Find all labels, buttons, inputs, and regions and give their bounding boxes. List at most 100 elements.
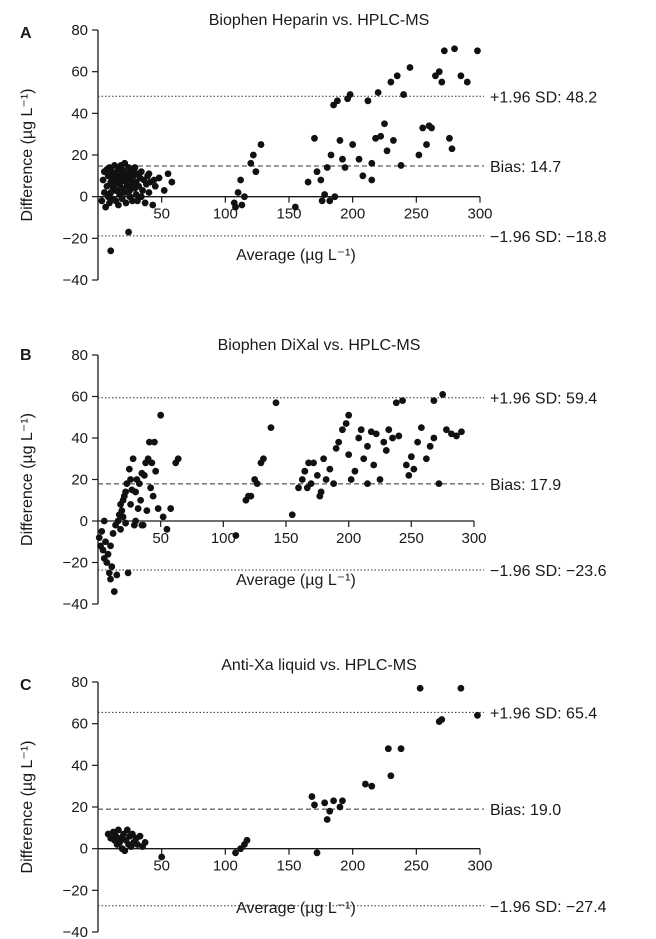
data-point: [439, 391, 446, 398]
y-tick-label: −40: [63, 272, 88, 289]
data-point: [238, 202, 245, 209]
data-point: [142, 200, 149, 207]
reference-line-label: +1.96 SD: 48.2: [490, 89, 597, 106]
data-point: [132, 518, 139, 525]
data-point: [410, 466, 417, 473]
data-point: [451, 45, 458, 52]
data-point: [387, 772, 394, 779]
x-tick-label: 100: [211, 530, 236, 547]
data-point: [289, 511, 296, 518]
data-point: [311, 802, 318, 809]
data-point: [126, 466, 133, 473]
data-point: [364, 443, 371, 450]
data-point: [165, 170, 172, 177]
data-point: [138, 168, 145, 175]
data-point: [339, 156, 346, 163]
y-tick-label: 0: [80, 513, 88, 530]
data-point: [115, 202, 122, 209]
x-axis-label: Average (µg L⁻¹): [236, 900, 356, 917]
reference-line-label: +1.96 SD: 65.4: [490, 705, 597, 722]
x-tick-label: 150: [276, 858, 301, 875]
data-point: [319, 197, 326, 204]
data-point: [398, 745, 405, 752]
data-point: [342, 164, 349, 171]
panel-b: BBiophen DiXal vs. HPLC-MS−40−2002040608…: [19, 337, 607, 613]
data-point: [138, 522, 145, 529]
data-point: [356, 156, 363, 163]
data-point: [112, 187, 119, 194]
data-point: [365, 97, 372, 104]
data-point: [436, 68, 443, 75]
y-tick-label: 0: [80, 841, 88, 858]
x-tick-label: 200: [340, 206, 365, 223]
data-point: [377, 133, 384, 140]
data-point: [345, 451, 352, 458]
data-point: [385, 426, 392, 433]
data-point: [419, 125, 426, 132]
data-point: [115, 175, 122, 182]
data-point: [426, 122, 433, 129]
data-point: [248, 493, 255, 500]
data-point: [237, 177, 244, 184]
y-tick-label: 60: [71, 389, 88, 406]
data-point: [146, 170, 153, 177]
data-point: [111, 588, 118, 595]
data-point: [326, 808, 333, 815]
data-point: [385, 745, 392, 752]
data-point: [132, 489, 139, 496]
y-tick-label: −20: [63, 555, 88, 572]
data-point: [320, 455, 327, 462]
data-point: [458, 685, 465, 692]
data-point: [383, 447, 390, 454]
data-point: [155, 505, 162, 512]
data-point: [314, 849, 321, 856]
chart-title: Anti-Xa liquid vs. HPLC-MS: [221, 657, 417, 674]
y-tick-label: 60: [71, 716, 88, 733]
x-tick-label: 300: [467, 206, 492, 223]
y-tick-label: −40: [63, 596, 88, 613]
y-tick-label: −20: [63, 230, 88, 247]
panel-letter: B: [20, 347, 32, 364]
data-point: [149, 202, 156, 209]
y-axis-label: Difference (µg L⁻¹): [19, 89, 36, 222]
data-point: [152, 183, 159, 190]
data-point: [368, 160, 375, 167]
data-point: [326, 466, 333, 473]
data-point: [343, 420, 350, 427]
data-point: [235, 189, 242, 196]
data-point: [333, 445, 340, 452]
data-point: [121, 847, 128, 854]
data-point: [314, 168, 321, 175]
data-point: [158, 854, 165, 861]
data-point: [441, 47, 448, 54]
x-axis-label: Average (µg L⁻¹): [236, 572, 356, 589]
data-point: [175, 455, 182, 462]
data-point: [323, 476, 330, 483]
data-point: [232, 532, 239, 539]
y-axis-label: Difference (µg L⁻¹): [19, 413, 36, 546]
data-point: [244, 837, 251, 844]
data-point: [151, 177, 158, 184]
data-point: [387, 79, 394, 86]
data-point: [295, 484, 302, 491]
data-point: [164, 526, 171, 533]
data-point: [407, 64, 414, 71]
data-point: [335, 439, 342, 446]
data-point: [474, 712, 481, 719]
data-point: [137, 497, 144, 504]
data-point: [337, 804, 344, 811]
data-point: [423, 141, 430, 148]
data-point: [136, 480, 143, 487]
data-point: [123, 200, 130, 207]
data-point: [337, 137, 344, 144]
data-point: [127, 501, 134, 508]
data-point: [317, 177, 324, 184]
data-point: [98, 528, 105, 535]
data-point: [150, 493, 157, 500]
data-point: [373, 430, 380, 437]
data-point: [143, 507, 150, 514]
reference-line-label: +1.96 SD: 59.4: [490, 391, 597, 408]
x-tick-label: 300: [461, 530, 486, 547]
data-point: [122, 520, 129, 527]
y-tick-label: −40: [63, 924, 88, 939]
